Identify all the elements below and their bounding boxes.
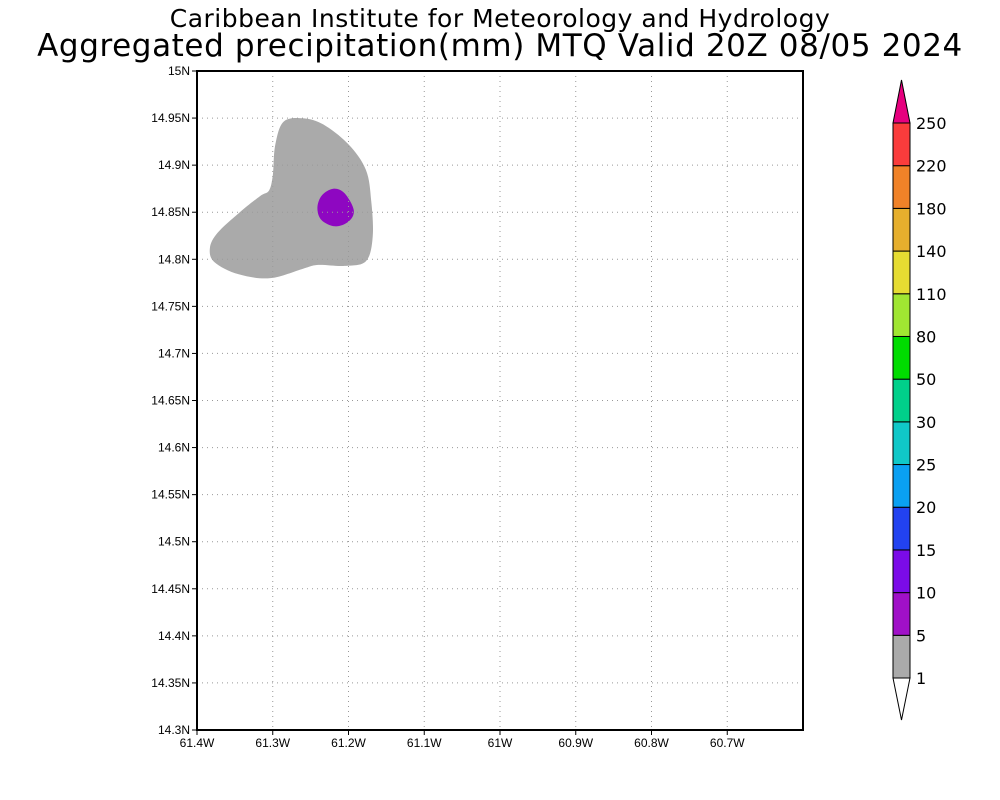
colorbar-label: 50	[916, 370, 936, 389]
map-grid	[197, 71, 803, 730]
colorbar-label: 5	[916, 626, 926, 645]
colorbar-label: 80	[916, 327, 936, 346]
chart-subtitle: Aggregated precipitation(mm) MTQ Valid 2…	[37, 28, 963, 64]
x-tick-label: 60.7W	[710, 736, 745, 750]
chart-title: Caribbean Institute for Meteorology and …	[169, 4, 831, 33]
colorbar-segment	[892, 293, 911, 337]
colorbar-segment	[892, 250, 911, 295]
y-axis: 15N 14.95N 14.9N 14.85N 14.8N 14.75N 14.7N 14.6…	[151, 64, 197, 737]
y-tick-label: 14.9N	[158, 158, 190, 172]
y-tick-label: 14.4N	[158, 629, 190, 643]
y-tick-label: 14.75N	[151, 299, 190, 313]
contour-1	[317, 188, 354, 227]
colorbar-segment	[892, 549, 911, 594]
x-tick-label: 60.8W	[634, 736, 669, 750]
colorbar-segment	[892, 464, 911, 508]
y-tick-label: 15N	[168, 64, 190, 78]
colorbar-label: 250	[916, 114, 947, 133]
colorbar-label: 180	[916, 199, 947, 218]
y-tick-label: 14.55N	[151, 488, 190, 502]
colorbar-segment	[892, 207, 911, 252]
colorbar-segment	[892, 165, 911, 209]
x-tick-label: 60.9W	[558, 736, 593, 750]
precipitation-contours	[209, 118, 374, 279]
x-tick-label: 61.4W	[180, 736, 215, 750]
y-tick-label: 14.85N	[151, 205, 190, 219]
colorbar-segment	[892, 335, 911, 380]
x-tick-label: 61.1W	[407, 736, 442, 750]
colorbar-segment	[892, 421, 911, 466]
colorbar-label: 30	[916, 413, 936, 432]
colorbar-lower-triangle	[892, 677, 911, 721]
colorbar-label: 220	[916, 157, 947, 176]
colorbar-label: 15	[916, 541, 936, 560]
y-tick-label: 14.6N	[158, 441, 190, 455]
y-tick-label: 14.8N	[158, 252, 190, 266]
colorbar-segment	[892, 122, 911, 167]
colorbar-label: 10	[916, 584, 936, 603]
colorbar-segment	[892, 506, 911, 551]
y-tick-label: 14.7N	[158, 346, 190, 360]
y-tick-label: 14.95N	[151, 111, 190, 125]
colorbar-segment	[892, 378, 911, 423]
y-tick-label: 14.3N	[158, 723, 190, 737]
colorbar-label: 110	[916, 285, 947, 304]
x-tick-label: 61.3W	[255, 736, 290, 750]
colorbar-label: 20	[916, 498, 936, 517]
colorbar-segment	[892, 592, 911, 636]
colorbar-label: 25	[916, 456, 936, 475]
y-tick-label: 14.35N	[151, 676, 190, 690]
x-tick-label: 61.2W	[331, 736, 366, 750]
colorbar-label: 140	[916, 242, 947, 261]
y-tick-label: 14.5N	[158, 535, 190, 549]
colorbar-upper-triangle	[892, 79, 911, 124]
y-tick-label: 14.65N	[151, 394, 190, 408]
y-tick-label: 14.45N	[151, 582, 190, 596]
colorbar-label: 1	[916, 669, 926, 688]
x-tick-label: 61W	[488, 736, 513, 750]
contour-0	[209, 118, 374, 279]
colorbar-segment	[892, 634, 911, 679]
x-axis: 61.4W 61.3W 61.2W 61.1W 61W 60.9W 60.8W 60.7W	[180, 730, 745, 750]
